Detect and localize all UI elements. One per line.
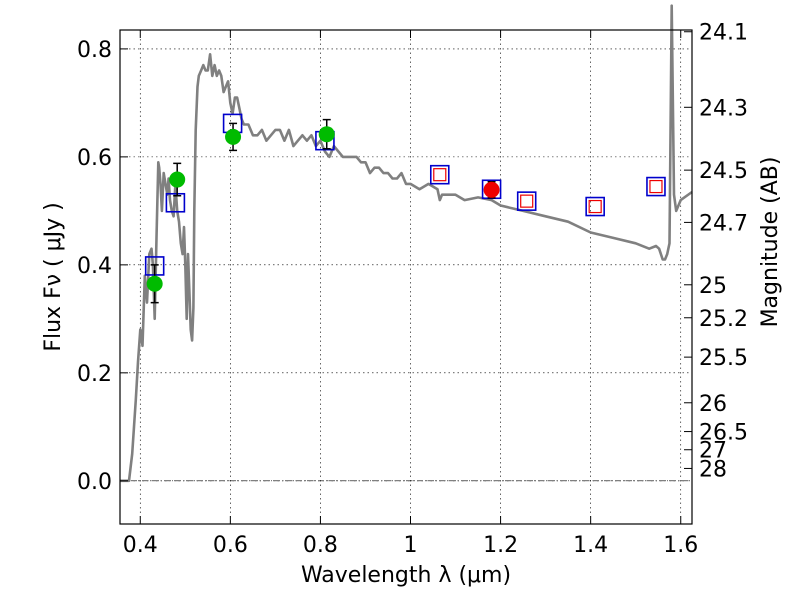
mag-tick-label: 28 (699, 457, 727, 482)
model-square-marker (585, 196, 605, 217)
mag-tick-label: 27 (699, 439, 727, 464)
mag-tick-label: 24.5 (699, 159, 748, 184)
x-tick-label: 0.4 (123, 533, 158, 558)
observed-flux-point (225, 128, 242, 145)
observed-flux-point (146, 275, 163, 292)
mag-tick-label: 25 (699, 274, 727, 299)
x-tick-label: 0.8 (303, 533, 338, 558)
mag-tick-label: 24.1 (699, 21, 748, 46)
y-tick-label: 0.0 (77, 470, 112, 495)
mag-tick-label: 26.5 (699, 421, 748, 446)
observed-flux-point (169, 171, 186, 188)
model-square-marker (165, 192, 186, 213)
upper-limit-marker (433, 168, 447, 182)
model-square-marker (429, 164, 450, 185)
mag-tick-label: 24.3 (699, 96, 748, 121)
sed-model-line (120, 4, 693, 483)
mag-tick-label: 25.2 (699, 307, 748, 332)
plot-area (120, 4, 693, 483)
x-tick-label: 1.4 (573, 533, 608, 558)
upper-limit-marker (588, 199, 602, 214)
y-tick-label: 0.6 (77, 146, 112, 171)
x-tick-label: 1.6 (663, 533, 698, 558)
upper-limit-marker (520, 194, 534, 208)
y-tick-label: 0.2 (77, 362, 112, 387)
x-axis-label: Wavelength λ (μm) (301, 563, 511, 588)
mag-tick-label: 25.5 (699, 346, 748, 371)
model-square-marker (646, 176, 666, 197)
y-tick-label: 0.4 (77, 254, 112, 279)
x-tick-label: 1 (404, 533, 418, 558)
axis-ticks: 0.4 0.6 0.8 1 1.2 1.4 1.6 0.0 0.2 0.4 0.6 0.8 24.1 24… (77, 21, 748, 558)
observed-flux-point (318, 126, 335, 143)
upper-limit-marker (649, 179, 663, 194)
mag-tick-label: 24.7 (699, 211, 748, 236)
y2-axis-label: Magnitude (AB) (758, 157, 783, 328)
axes-frame (119, 29, 693, 525)
x-tick-label: 1.2 (483, 533, 518, 558)
y-tick-label: 0.8 (77, 38, 112, 63)
grid (120, 30, 692, 524)
y-axis-label: Flux Fν ( μJy ) (41, 202, 66, 351)
model-square-marker (516, 191, 537, 211)
observed-flux-point (483, 181, 500, 198)
x-tick-label: 0.6 (213, 533, 248, 558)
mag-tick-label: 26 (699, 392, 727, 417)
